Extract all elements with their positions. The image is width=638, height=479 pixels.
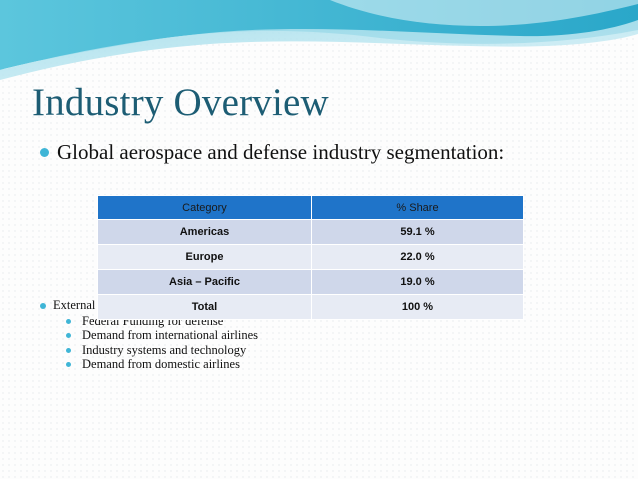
sub-bullet-text: Demand from domestic airlines — [82, 357, 240, 371]
list-item: Demand from domestic airlines — [66, 357, 258, 372]
column-header-share: % Share — [311, 195, 524, 220]
table-row: Total 100 % — [97, 294, 524, 320]
sub-bullet-list: Federal Funding for defense Demand from … — [66, 314, 258, 372]
bullet-dot-icon — [40, 148, 49, 157]
share-cell: 59.1 % — [311, 219, 524, 245]
bullet-dot-icon — [66, 347, 71, 353]
page-title: Industry Overview — [32, 81, 329, 124]
table-row: Asia – Pacific 19.0 % — [97, 269, 524, 295]
category-cell: Europe — [97, 244, 312, 270]
table-row: Europe 22.0 % — [97, 244, 524, 270]
segmentation-table: Category % Share Americas 59.1 % Europe … — [97, 195, 524, 320]
share-cell: 22.0 % — [311, 244, 524, 270]
share-cell: 19.0 % — [311, 269, 524, 295]
main-bullet-text: Global aerospace and defense industry se… — [57, 140, 505, 164]
bullet-dot-icon — [66, 362, 71, 367]
bullet-dot-icon — [66, 333, 71, 338]
column-header-category: Category — [97, 195, 312, 220]
bullet-dot-icon — [40, 302, 46, 309]
list-item: Demand from international airlines — [66, 328, 258, 343]
table-row: Americas 59.1 % — [97, 219, 524, 245]
category-cell: Total — [97, 294, 312, 320]
table-header-row: Category % Share — [97, 195, 524, 220]
share-cell: 100 % — [311, 294, 524, 320]
bullet-dot-icon — [66, 318, 71, 324]
category-cell: Asia – Pacific — [97, 269, 312, 295]
list-item: Industry systems and technology — [66, 343, 258, 357]
header-wave-decoration — [0, 0, 638, 80]
main-bullet: Global aerospace and defense industry se… — [40, 140, 504, 165]
category-cell: Americas — [97, 219, 312, 245]
sub-bullet-text: Industry systems and technology — [82, 342, 247, 357]
sub-bullet-text: Demand from international airlines — [82, 328, 258, 342]
